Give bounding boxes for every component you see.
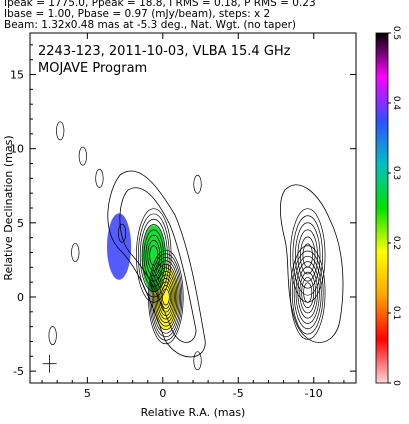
- header-line-2: Ibase = 1.00, Pbase = 0.97 (mJy/beam), s…: [4, 8, 271, 20]
- header-line-1: Ipeak = 1775.0, Ppeak = 18.8, I RMS = 0.…: [4, 0, 316, 9]
- polarization-patch-3: [106, 213, 132, 280]
- noise-contour-7: [193, 351, 202, 371]
- secondary-contour-2-level-1: [302, 243, 313, 268]
- main-contour-1-level-11: [149, 253, 183, 341]
- noise-contour-3: [95, 168, 104, 188]
- colorbar-tick-label: 0.2: [391, 236, 401, 250]
- colorbar-scale: [375, 32, 389, 384]
- colorbar-tick-label: 0: [391, 380, 401, 386]
- y-tick-label: -5: [13, 365, 24, 378]
- jet-inner-contour: [119, 187, 197, 343]
- x-tick-label: -10: [305, 387, 323, 400]
- y-tick-label: 5: [17, 217, 24, 230]
- secondary-contour-2-level-2: [300, 236, 316, 275]
- main-contour-1-level-10: [150, 256, 182, 338]
- noise-contour-1: [56, 121, 65, 141]
- secondary-envelope-contour: [280, 184, 344, 343]
- main-contour-2-level-4: [143, 229, 164, 282]
- main-contour-2-level-6: [139, 218, 168, 293]
- secondary-contour-1-level-1: [303, 282, 313, 303]
- plot-frame: [29, 32, 357, 384]
- colorbar-tick-label: 0.5: [391, 26, 401, 40]
- main-contour-1-level-2: [160, 285, 171, 309]
- header-line-3: Beam: 1.32x0.48 mas at -5.3 deg., Nat. W…: [4, 19, 297, 31]
- noise-contour-5: [71, 243, 80, 262]
- secondary-contour-1-level-2: [301, 277, 315, 308]
- colorbar-tick-label: 0.1: [391, 306, 401, 320]
- axis-layer: 5 0 -5 -10 -5 0 5 10 15: [10, 33, 356, 400]
- secondary-contour-2-level-4: [295, 222, 321, 289]
- secondary-contour-1-level-3: [299, 271, 316, 314]
- secondary-contour-2-level-6: [289, 208, 326, 303]
- y-tick-label: 10: [10, 143, 24, 156]
- secondary-contour-1-level-7: [291, 250, 324, 335]
- main-contour-2-level-7: [137, 213, 170, 298]
- x-tick-label: 0: [159, 387, 166, 400]
- main-contour-2-level-5: [141, 224, 166, 287]
- map-layer: [42, 121, 344, 373]
- x-tick-label: 5: [84, 387, 91, 400]
- secondary-contour-1-level-5: [295, 261, 320, 324]
- inset-subtitle: MOJAVE Program: [38, 61, 147, 76]
- main-contour-1-level-4: [158, 278, 174, 316]
- main-contour-2-level-8: [136, 208, 172, 303]
- main-contour-2-level-3: [145, 234, 163, 277]
- secondary-contour-2-level-5: [292, 215, 323, 296]
- main-contour-2-level-2: [147, 240, 161, 271]
- main-contour-1-level-12: [148, 249, 184, 345]
- noise-contour-2: [78, 146, 87, 166]
- colorbar-tick-label: 0.3: [391, 166, 401, 180]
- x-tick-label: -5: [233, 387, 244, 400]
- secondary-contour-1-level-8: [289, 245, 326, 340]
- inset-title: 2243-123, 2011-10-03, VLBA 15.4 GHz: [38, 44, 291, 59]
- main-contour-1-level-5: [156, 274, 175, 320]
- noise-contour-8: [193, 174, 202, 194]
- x-axis-label: Relative R.A. (mas): [141, 406, 246, 419]
- y-tick-label: 0: [17, 291, 24, 304]
- noise-contour-6: [48, 326, 57, 345]
- y-tick-label: 15: [10, 69, 24, 82]
- secondary-contour-2-level-3: [297, 229, 318, 282]
- colorbar-tick-label: 0.4: [391, 96, 401, 111]
- colorbar: 0 0.1 0.2 0.3 0.4 0.5: [375, 26, 401, 386]
- y-axis-label: Relative Declination (mas): [2, 135, 15, 280]
- secondary-contour-1-level-6: [293, 255, 322, 330]
- main-contour-2-level-1: [149, 245, 159, 266]
- noise-contour-4: [117, 223, 127, 243]
